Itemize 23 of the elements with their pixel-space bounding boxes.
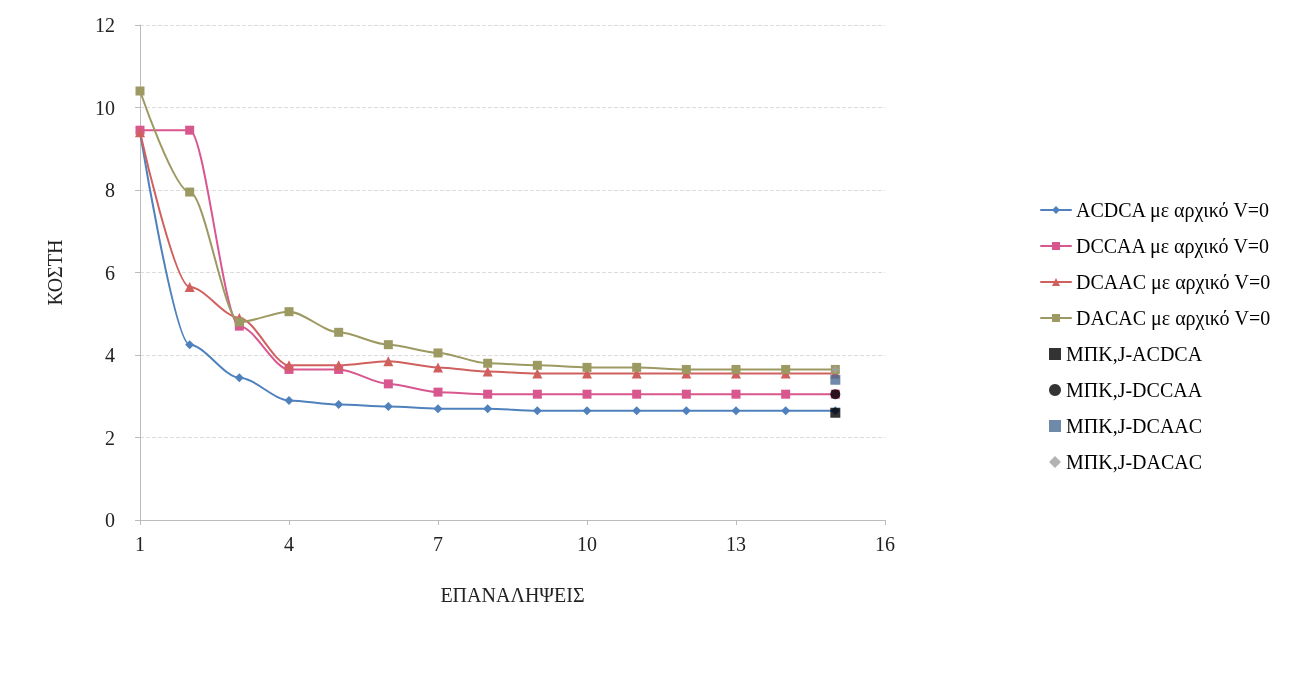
x-tick-label: 1 <box>135 533 145 555</box>
x-axis-title: ΕΠΑΝΑΛΗΨΕΙΣ <box>440 584 585 606</box>
y-tick-label: 10 <box>95 96 115 119</box>
y-tick-label: 6 <box>105 261 115 284</box>
legend-label: ΜΠΚ,J-DCAAC <box>1066 415 1203 437</box>
y-tick-label: 8 <box>105 179 115 201</box>
x-tick-label: 7 <box>433 533 443 555</box>
legend-label: ΜΠΚ,J-DCCAA <box>1066 379 1203 401</box>
legend-label: DCAAC με αρχικό V=0 <box>1076 271 1271 294</box>
x-tick-label: 13 <box>726 533 746 555</box>
y-tick-label: 2 <box>105 426 115 449</box>
y-tick-label: 12 <box>95 14 115 36</box>
legend-label: ACDCA με αρχικό V=0 <box>1076 199 1270 222</box>
y-tick-label: 4 <box>105 344 115 366</box>
x-tick-label: 16 <box>875 533 895 555</box>
x-tick-label: 10 <box>577 533 597 555</box>
x-tick-label: 4 <box>284 533 294 555</box>
legend-label: ΜΠΚ,J-DACAC <box>1066 451 1203 473</box>
legend-label: DCCAA με αρχικό V=0 <box>1076 235 1270 258</box>
y-tick-label: 0 <box>105 509 115 531</box>
legend-label: ΜΠΚ,J-ACDCA <box>1066 343 1203 365</box>
legend-label: DACAC με αρχικό V=0 <box>1076 307 1271 330</box>
y-axis-title: ΚΟΣΤΗ <box>44 239 66 306</box>
